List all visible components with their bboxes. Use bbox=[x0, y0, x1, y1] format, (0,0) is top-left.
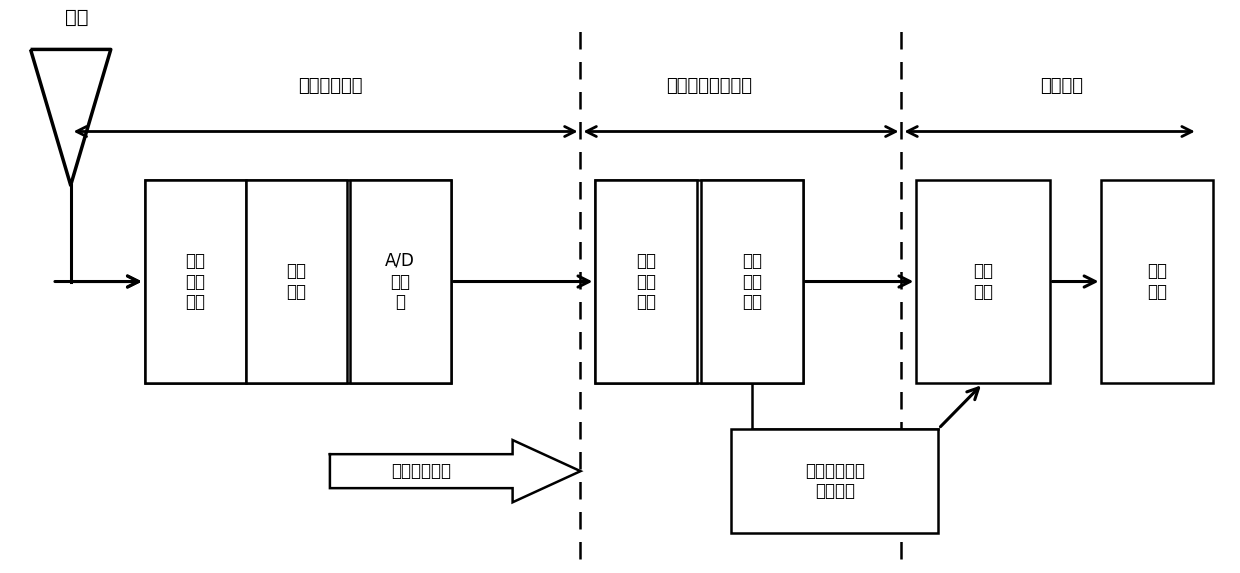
Text: 导航测量值和
导航电文: 导航测量值和 导航电文 bbox=[805, 462, 864, 500]
Bar bbox=[350, 179, 451, 383]
Bar bbox=[246, 179, 347, 383]
Bar bbox=[145, 179, 246, 383]
Text: 信号
跟踪
环路: 信号 跟踪 环路 bbox=[742, 252, 763, 311]
Text: 基带数字信号处理: 基带数字信号处理 bbox=[666, 77, 751, 95]
Text: 下变
频器: 下变 频器 bbox=[286, 262, 306, 301]
Bar bbox=[595, 179, 802, 383]
Bar bbox=[702, 179, 802, 383]
Text: 数字中频信号: 数字中频信号 bbox=[392, 462, 451, 480]
Bar bbox=[916, 179, 1049, 383]
Text: 数字
信号
处理: 数字 信号 处理 bbox=[636, 252, 656, 311]
Text: A/D
转换
器: A/D 转换 器 bbox=[386, 252, 415, 311]
Text: 定位
解算: 定位 解算 bbox=[973, 262, 993, 301]
Text: 天线: 天线 bbox=[64, 8, 88, 27]
Bar bbox=[1101, 179, 1213, 383]
Bar bbox=[145, 179, 451, 383]
Text: 用户
界面: 用户 界面 bbox=[1147, 262, 1167, 301]
Text: 射频前端处理: 射频前端处理 bbox=[298, 77, 362, 95]
Polygon shape bbox=[330, 440, 580, 503]
Bar bbox=[595, 179, 697, 383]
Text: 定位解算: 定位解算 bbox=[1040, 77, 1084, 95]
Bar bbox=[732, 429, 939, 533]
Text: 前置
滤波
放大: 前置 滤波 放大 bbox=[185, 252, 206, 311]
